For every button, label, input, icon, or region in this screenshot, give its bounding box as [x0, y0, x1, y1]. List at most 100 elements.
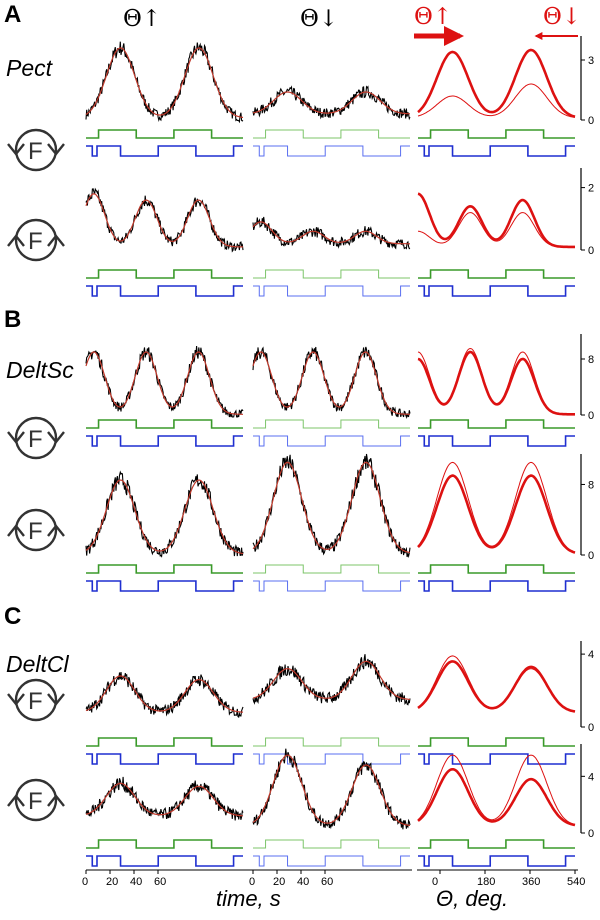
chevron-left-icon	[7, 234, 25, 247]
rotation-icon: F	[7, 416, 65, 460]
theta-tick-label-3: 540	[567, 876, 585, 888]
chevron-right-icon	[47, 524, 65, 537]
panel-label-a: A	[4, 1, 21, 28]
smooth-trace-up-2	[85, 351, 243, 415]
green-step-up-3	[86, 564, 243, 574]
green-step-avg-2	[418, 419, 575, 429]
raw-trace-down-0	[252, 85, 411, 121]
blue-step-up-2	[86, 435, 243, 447]
raw-trace-down-3	[252, 453, 411, 559]
smooth-trace-down-5	[252, 754, 410, 827]
circle-icon	[14, 778, 58, 822]
smooth-trace-up-1	[85, 193, 243, 248]
column-header-theta-up: Θ↑	[123, 6, 161, 32]
icon-letter-f: F	[28, 138, 43, 165]
chevron-right-icon	[47, 234, 65, 247]
x-ticks: 0 0 20 20 40 40 60 60 0 180 360 540	[82, 870, 585, 888]
column-header-avg-up: Θ↑	[414, 4, 452, 30]
smooth-trace-down-2	[252, 351, 410, 415]
green-step-down-5	[253, 839, 410, 849]
average-trace-thick-0	[417, 48, 576, 118]
average-trace-thin-0	[417, 83, 576, 118]
blue-step-down-5	[253, 855, 410, 867]
y-tick-label-5-lo: 0	[588, 828, 594, 840]
y-tick-label-3-lo: 0	[588, 550, 594, 562]
green-step-up-0	[86, 129, 243, 139]
blue-step-up-4	[86, 753, 243, 765]
average-trace-thick-2	[417, 350, 575, 416]
average-trace-thick-4	[417, 660, 576, 713]
green-step-up-4	[86, 737, 243, 747]
time-axis-label: time, s	[216, 886, 281, 911]
green-step-up-2	[86, 419, 243, 429]
blue-step-up-0	[86, 145, 243, 157]
chevron-right-icon	[47, 794, 65, 807]
blue-step-avg-2	[418, 435, 575, 447]
icon-letter-f: F	[28, 788, 43, 815]
raw-trace-down-2	[252, 346, 411, 420]
circle-icon	[14, 416, 58, 460]
y-tick-label-2-hi: 8	[588, 354, 594, 366]
time-tick-label-b-2: 40	[297, 876, 309, 888]
raw-trace-up-2	[85, 345, 244, 418]
icon-letter-f: F	[28, 228, 43, 255]
blue-step-up-1	[86, 285, 243, 297]
green-step-up-5	[86, 839, 243, 849]
green-step-avg-0	[418, 129, 575, 139]
smooth-trace-up-5	[85, 782, 244, 817]
circle-icon	[14, 678, 58, 722]
green-step-avg-3	[418, 564, 575, 574]
raw-trace-down-5	[252, 748, 411, 830]
smooth-trace-up-4	[85, 675, 244, 713]
y-tick-label-5-hi: 4	[588, 771, 594, 783]
blue-step-down-0	[253, 145, 410, 157]
blue-step-down-3	[253, 580, 410, 592]
green-step-down-3	[253, 564, 410, 574]
chevron-left-icon	[7, 143, 25, 156]
blue-step-avg-1	[418, 285, 575, 297]
green-step-avg-1	[418, 269, 575, 279]
smooth-trace-down-4	[252, 660, 411, 700]
theta-tick-label-1: 180	[477, 876, 495, 888]
average-trace-thick-1	[417, 192, 575, 249]
chevron-left-icon	[7, 693, 25, 706]
chevron-right-icon	[47, 143, 65, 156]
smooth-trace-up-0	[85, 47, 243, 119]
time-tick-label-b-0: 0	[249, 876, 255, 888]
circle-icon	[14, 508, 58, 552]
muscle-name-deltsc: DeltSc	[6, 357, 74, 383]
green-step-down-1	[253, 269, 410, 279]
chevron-right-icon	[47, 431, 65, 444]
column-header-theta-down: Θ↓	[300, 6, 338, 32]
time-tick-label-a-0: 0	[82, 876, 88, 888]
green-step-down-0	[253, 129, 410, 139]
icon-letter-f: F	[28, 426, 43, 453]
column-header-avg-down: Θ↓	[543, 4, 581, 30]
raw-trace-down-1	[252, 216, 411, 250]
average-trace-thin-1	[418, 212, 575, 248]
time-tick-label-b-3: 60	[321, 876, 333, 888]
circle-icon	[14, 218, 58, 262]
muscle-name-pect: Pect	[6, 55, 54, 81]
y-tick-label-1-lo: 0	[588, 245, 594, 257]
icon-letter-f: F	[28, 518, 43, 545]
raw-trace-up-3	[85, 470, 244, 558]
chevron-left-icon	[7, 524, 25, 537]
y-tick-label-0-lo: 0	[588, 115, 594, 127]
rotation-icon: F	[7, 128, 65, 172]
green-step-down-2	[253, 419, 410, 429]
time-tick-label-a-3: 60	[154, 876, 166, 888]
blue-step-down-2	[253, 435, 410, 447]
circle-icon	[14, 128, 58, 172]
chevron-right-icon	[47, 693, 65, 706]
average-trace-thick-3	[417, 474, 576, 554]
raw-trace-up-0	[85, 41, 244, 124]
blue-step-avg-4	[418, 753, 575, 765]
rotation-icons: F F F F F F	[7, 128, 65, 822]
smooth-trace-down-1	[252, 221, 410, 245]
green-step-up-1	[86, 269, 243, 279]
y-tick-label-1-hi: 2	[588, 183, 594, 195]
muscle-name-deltcl: DeltCl	[6, 651, 70, 677]
average-trace-thin-3	[417, 461, 576, 553]
rotation-icon: F	[7, 678, 65, 722]
